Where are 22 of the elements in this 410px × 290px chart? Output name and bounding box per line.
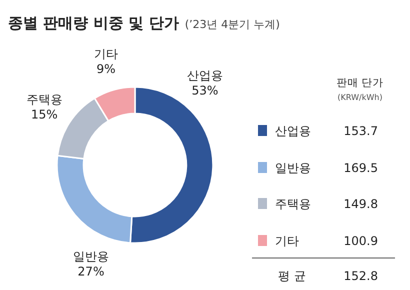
text: 100.9 <box>344 234 378 248</box>
text: 평 균 <box>278 269 306 283</box>
text: 169.5 <box>344 161 378 175</box>
text: 판매 단가 <box>336 77 384 89</box>
legend-label: 일반용 <box>275 161 311 175</box>
data-label: 27% <box>78 264 104 279</box>
slice-label: 기타 <box>94 46 118 61</box>
legend-label: 기타 <box>275 234 299 248</box>
slice-label: 산업용 <box>186 68 223 83</box>
text: 153.7 <box>344 124 378 138</box>
slice-label: 주택용 <box>26 92 62 106</box>
chart-subtitle: (’23년 4분기 누계) <box>184 18 280 31</box>
text: 149.8 <box>344 197 378 211</box>
data-label: 53% <box>192 84 218 98</box>
slice-label: 일반용 <box>73 250 110 264</box>
data-label: 9% <box>96 62 116 76</box>
text: (KRW/kWh) <box>338 93 382 102</box>
legend-label: 산업용 <box>275 124 311 138</box>
text: 152.8 <box>344 269 378 283</box>
data-label: 15% <box>30 107 58 122</box>
chart-title: 종별 판매량 비중 및 단가 <box>8 14 179 32</box>
legend-label: 주택용 <box>275 197 311 211</box>
